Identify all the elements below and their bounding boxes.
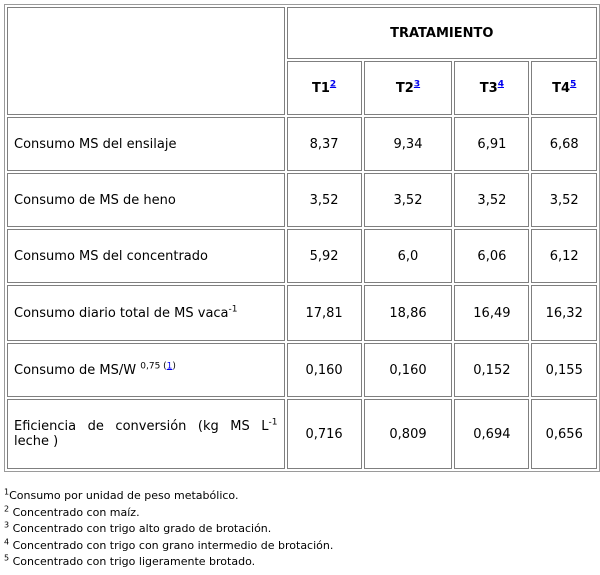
table-row: Consumo de MS de heno 3,52 3,52 3,52 3,5…: [7, 173, 597, 227]
cell-value: 8,37: [286, 117, 362, 171]
ref-open: (: [160, 361, 167, 372]
row-label-text: Consumo de MS/W: [14, 362, 141, 378]
column-label: T4: [552, 80, 571, 96]
column-header-t3: T34: [454, 61, 530, 115]
table-row: Eficiencia de conversión (kg MS L-1 lech…: [7, 399, 597, 469]
footnote-link[interactable]: 3: [413, 79, 421, 90]
consumption-table: TRATAMIENTO T12 T23 T34 T45 Consumo MS d…: [4, 4, 600, 472]
cell-value: 0,160: [363, 343, 453, 397]
table-row: Consumo de MS/W 0,75 (1) 0,160 0,160 0,1…: [7, 343, 597, 397]
cell-value: 18,86: [363, 285, 453, 341]
row-label-tail: leche ): [14, 434, 59, 449]
row-label: Consumo de MS/W 0,75 (1): [7, 343, 285, 397]
cell-value: 0,155: [531, 343, 597, 397]
cell-value: 3,52: [286, 173, 362, 227]
footnote-link[interactable]: 4: [497, 79, 504, 90]
footnotes: 1Consumo por unidad de peso metabólico. …: [4, 488, 333, 571]
column-header-t1: T12: [286, 61, 362, 115]
cell-value: 0,694: [454, 399, 530, 469]
column-label: T3: [479, 80, 498, 96]
table-row: Consumo MS del concentrado 5,92 6,0 6,06…: [7, 229, 597, 283]
cell-value: 6,0: [363, 229, 453, 283]
footnote: 3 Concentrado con trigo alto grado de br…: [4, 521, 333, 538]
footnote: 1Consumo por unidad de peso metabólico.: [4, 488, 333, 505]
footnote-number: 2: [4, 503, 10, 513]
cell-value: 6,68: [531, 117, 597, 171]
column-header-t2: T23: [363, 61, 453, 115]
cell-value: 0,809: [363, 399, 453, 469]
footnote-number: 4: [4, 536, 10, 546]
cell-value: 6,91: [454, 117, 530, 171]
cell-value: 6,06: [454, 229, 530, 283]
cell-value: 17,81: [286, 285, 362, 341]
row-label: Consumo diario total de MS vaca-1: [7, 285, 285, 341]
row-label-superscript: 0,75 (1): [140, 361, 176, 371]
footnote: 2 Concentrado con maíz.: [4, 503, 333, 522]
cell-value: 0,656: [531, 399, 597, 469]
header-row-columns: T12 T23 T34 T45: [7, 61, 597, 115]
footnote-text: Concentrado con trigo ligeramente brotad…: [9, 555, 256, 568]
column-header-t4: T45: [531, 61, 597, 115]
cell-value: 0,160: [286, 343, 362, 397]
footnote-text: Concentrado con trigo con grano intermed…: [9, 538, 334, 552]
row-label-superscript: -1: [228, 304, 238, 315]
exponent: 0,75: [140, 361, 161, 372]
cell-value: 16,49: [454, 285, 530, 341]
footnote-link[interactable]: 2: [329, 79, 337, 90]
footnote: 4 Concentrado con trigo con grano interm…: [4, 536, 334, 555]
group-header: TRATAMIENTO: [286, 7, 597, 59]
footnote-text: Concentrado con trigo alto grado de brot…: [9, 522, 272, 535]
footnote-number: 5: [4, 553, 10, 563]
footnote: 5 Concentrado con trigo ligeramente brot…: [4, 554, 333, 571]
cell-value: 6,12: [531, 229, 597, 283]
row-label-text: Consumo diario total de MS vaca: [14, 305, 229, 321]
ref-close: ): [172, 361, 176, 372]
column-label: T1: [312, 80, 330, 96]
cell-value: 0,716: [286, 399, 362, 469]
cell-value: 3,52: [531, 173, 597, 227]
row-label-superscript: -1: [268, 417, 278, 428]
cell-value: 3,52: [363, 173, 453, 227]
cell-value: 5,92: [286, 229, 362, 283]
corner-cell: [7, 7, 285, 115]
cell-value: 0,152: [454, 343, 530, 397]
table-row: Consumo diario total de MS vaca-1 17,81 …: [7, 285, 597, 341]
header-row-group: TRATAMIENTO: [7, 7, 597, 115]
cell-value: 3,52: [454, 173, 530, 227]
footnote-number: 3: [4, 520, 10, 530]
footnote-text: Concentrado con maíz.: [9, 505, 140, 519]
footnote-text: Consumo por unidad de peso metabólico.: [9, 489, 239, 502]
footnote-number: 1: [4, 487, 10, 497]
row-label: Consumo MS del concentrado: [7, 229, 285, 283]
footnote-link[interactable]: 1: [166, 361, 173, 372]
row-label: Consumo de MS de heno: [7, 173, 285, 227]
footnote-link[interactable]: 5: [570, 79, 577, 90]
row-label: Eficiencia de conversión (kg MS L-1 lech…: [7, 399, 285, 469]
cell-value: 16,32: [531, 285, 597, 341]
row-label: Consumo MS del ensilaje: [7, 117, 285, 171]
cell-value: 9,34: [363, 117, 453, 171]
row-label-text: Eficiencia de conversión (kg MS L: [14, 419, 269, 434]
column-label: T2: [395, 80, 414, 96]
table-row: Consumo MS del ensilaje 8,37 9,34 6,91 6…: [7, 117, 597, 171]
